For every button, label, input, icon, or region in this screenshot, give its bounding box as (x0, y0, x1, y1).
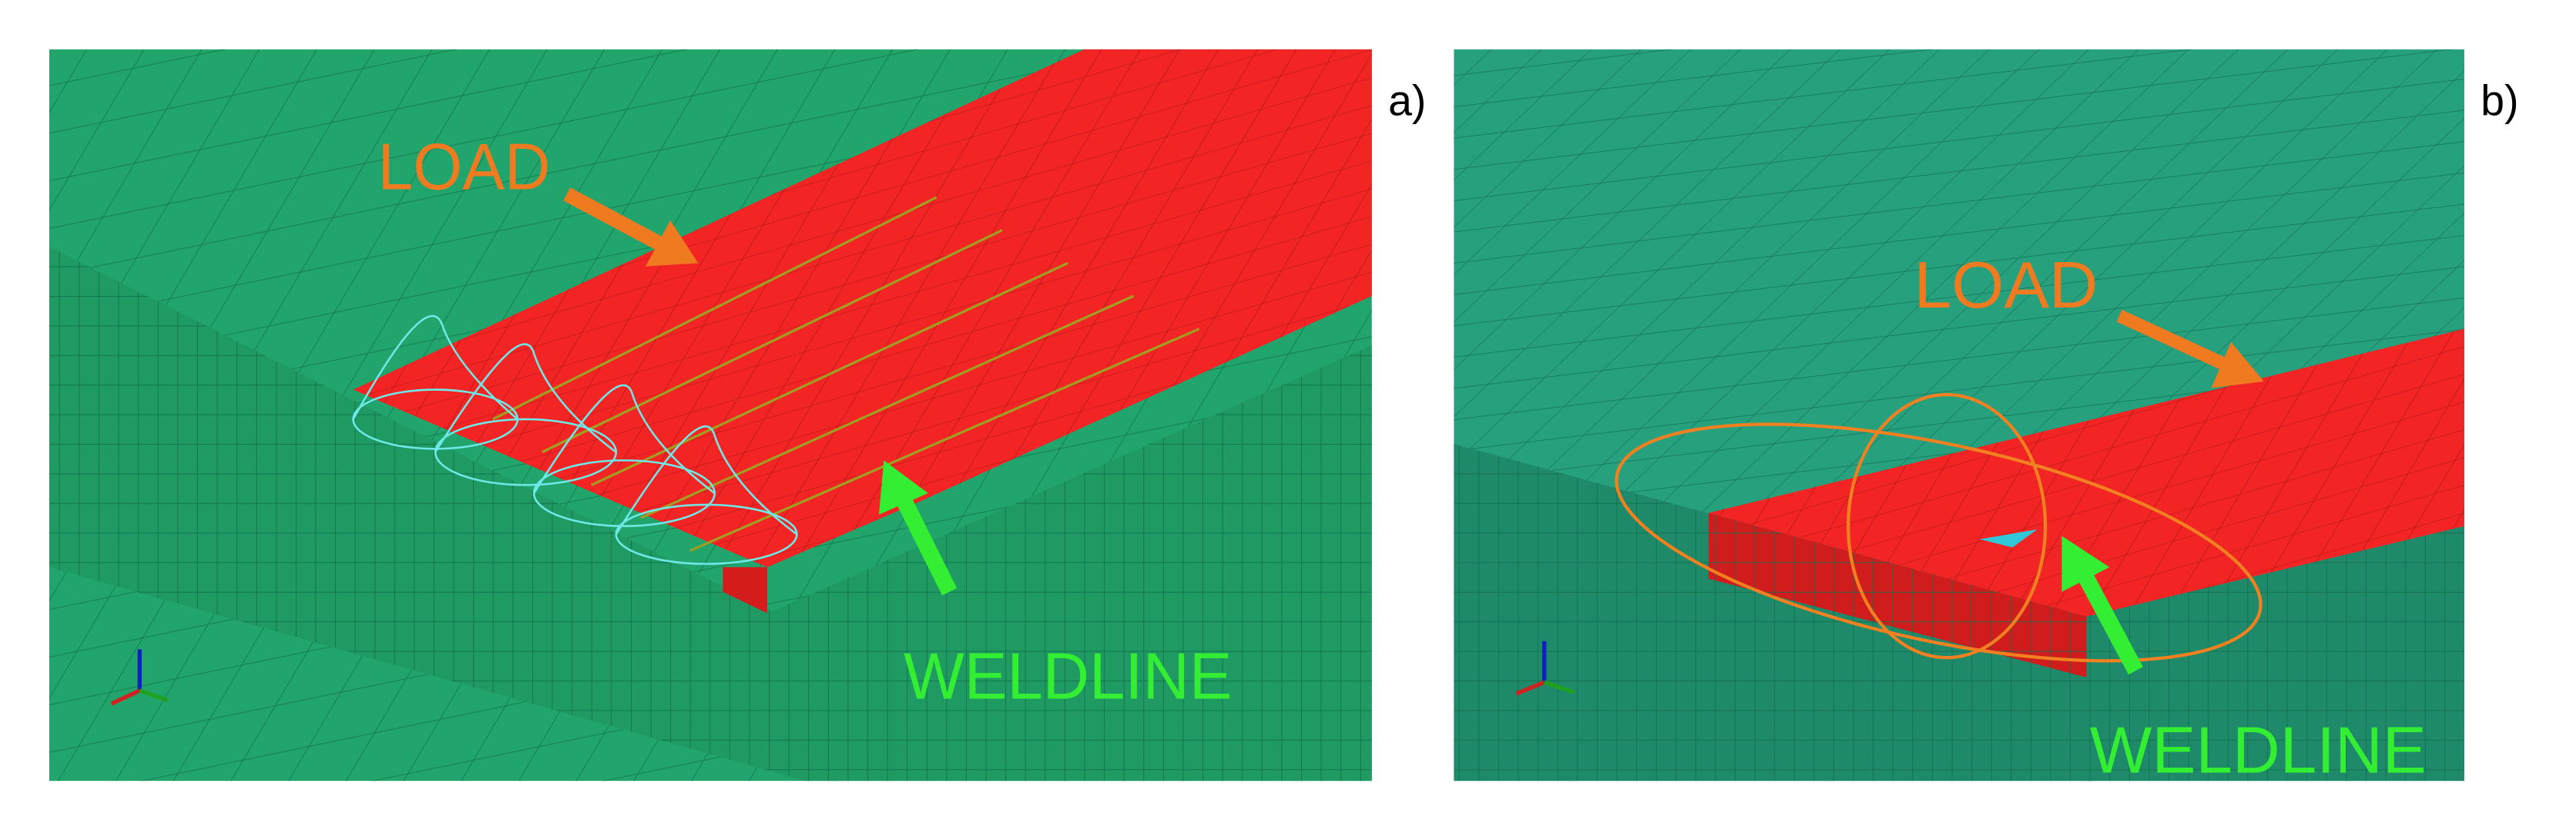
arrow-head (2061, 536, 2110, 592)
load-arrow (2116, 309, 2264, 388)
annotation: LOAD (378, 130, 551, 203)
arrow-shaft (563, 187, 669, 254)
heat-cone (352, 314, 518, 420)
axis-y (139, 688, 169, 703)
strip-end (723, 566, 767, 614)
weldline-arrow (878, 460, 958, 596)
heat-ellipse (1615, 422, 2262, 663)
heat-cone (533, 384, 716, 494)
weld-lines (492, 196, 1200, 553)
arrow-shaft (2075, 568, 2143, 675)
arrow-head (2211, 341, 2264, 388)
load-mesh (1708, 328, 2464, 617)
annotation: WELDLINE (2090, 714, 2427, 787)
arrow-shaft (2116, 309, 2229, 371)
axis-triad (110, 649, 169, 706)
heat-sources (352, 314, 798, 565)
weldline-arrow (2061, 536, 2143, 675)
heat-cone (615, 425, 798, 536)
axis-x (1515, 680, 1545, 696)
heat-cone (434, 343, 617, 453)
panel-label: a) (1388, 76, 1426, 124)
arrow-shaft (893, 489, 958, 596)
front-mesh (49, 247, 1372, 782)
weld-line (591, 261, 1068, 486)
weld-line (640, 294, 1135, 519)
axis-triad (1515, 640, 1575, 696)
heat-ellipse (1846, 392, 2048, 660)
strip-end-mesh (1708, 513, 2087, 677)
panel-label: b) (2480, 76, 2518, 124)
load-arrow (563, 187, 699, 267)
annotation: WELDLINE (904, 640, 1233, 714)
arrow-head (646, 220, 699, 267)
weld-line (542, 229, 1003, 454)
panel-b: LOAD WELDLINE b) (1454, 49, 2519, 787)
axis-y (1543, 680, 1575, 694)
axis-x (110, 688, 141, 706)
panel-a: LOAD WELDLINE a) (49, 49, 1426, 782)
torch-marker (1979, 529, 2038, 548)
weld-line (492, 196, 937, 421)
weld-line (689, 328, 1200, 553)
annotation: LOAD (1914, 249, 2098, 322)
arrow-head (878, 460, 928, 515)
heat-source (1615, 392, 2262, 663)
